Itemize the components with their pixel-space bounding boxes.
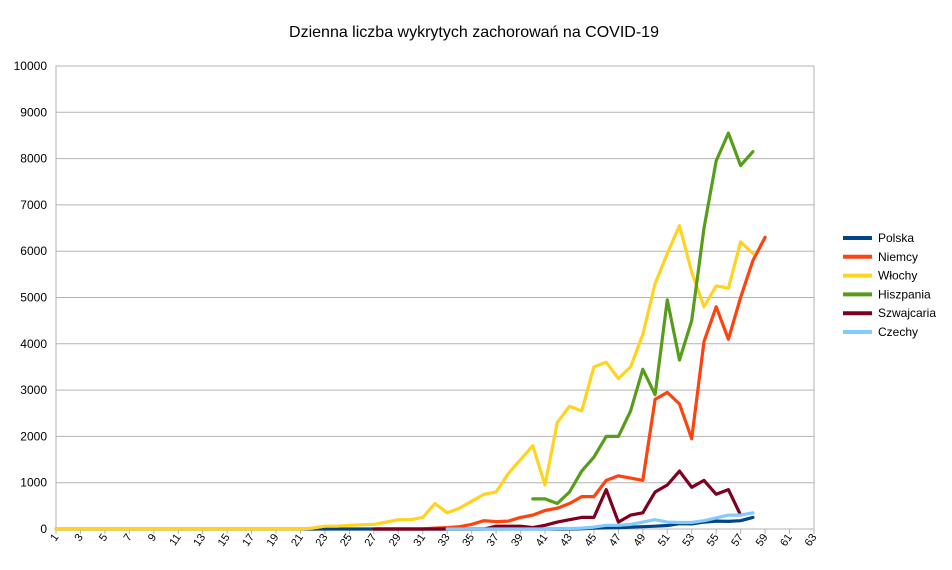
x-tick-label: 13 xyxy=(191,532,208,549)
y-tick-label: 9000 xyxy=(20,105,47,119)
x-tick-label: 19 xyxy=(265,532,282,549)
x-tick-label: 31 xyxy=(411,532,428,549)
legend-label: Szwajcaria xyxy=(878,306,936,320)
x-tick-label: 7 xyxy=(121,532,134,544)
y-tick-label: 6000 xyxy=(20,244,47,258)
legend: Polska Niemcy Włochy Hiszpania Szwajcaria Cze… xyxy=(843,231,936,339)
x-tick-label: 33 xyxy=(436,532,453,549)
x-tick-label: 23 xyxy=(314,532,331,549)
x-tick-label: 1 xyxy=(48,532,61,544)
x-tick-label: 61 xyxy=(778,532,795,549)
series-line-włochy xyxy=(54,224,755,531)
x-tick-label: 51 xyxy=(656,532,673,549)
legend-label: Niemcy xyxy=(878,250,918,264)
x-tick-label: 5 xyxy=(97,532,110,544)
x-tick-label: 63 xyxy=(803,532,820,549)
x-tick-label: 17 xyxy=(240,532,257,549)
x-tick-label: 57 xyxy=(729,532,746,549)
x-tick-label: 53 xyxy=(680,532,697,549)
x-axis: 1 3 5 7 9 11 13 15 17 19 21 23 25 27 29 31 33 35 37 39 41 43 4… xyxy=(48,529,819,549)
legend-label: Czechy xyxy=(878,325,918,339)
x-tick-label: 55 xyxy=(705,532,722,549)
y-tick-label: 4000 xyxy=(20,337,47,351)
chart-title: Dzienna liczba wykrytych zachorowań na C… xyxy=(289,24,659,41)
x-tick-label: 9 xyxy=(146,532,159,544)
x-tick-label: 25 xyxy=(338,532,355,549)
x-tick-label: 39 xyxy=(509,532,526,549)
y-axis: 0 1000 2000 3000 4000 5000 6000 7000 8000 9000 100… xyxy=(14,59,48,536)
x-tick-label: 59 xyxy=(754,532,771,549)
x-tick-label: 27 xyxy=(362,532,379,549)
x-tick-label: 11 xyxy=(167,532,183,548)
x-tick-label: 29 xyxy=(387,532,404,549)
x-tick-label: 47 xyxy=(607,532,624,549)
series-line-czechy xyxy=(445,511,755,531)
x-tick-label: 45 xyxy=(583,532,600,549)
x-tick-label: 3 xyxy=(73,532,86,544)
legend-label: Włochy xyxy=(878,269,917,283)
y-tick-label: 3000 xyxy=(20,383,47,397)
y-tick-label: 2000 xyxy=(20,429,47,443)
y-tick-label: 8000 xyxy=(20,152,47,166)
x-tick-label: 21 xyxy=(289,532,306,549)
y-tick-label: 7000 xyxy=(20,198,47,212)
x-tick-label: 35 xyxy=(460,532,477,549)
legend-label: Polska xyxy=(878,231,914,245)
y-tick-label: 10000 xyxy=(14,59,48,73)
y-tick-label: 0 xyxy=(40,522,47,536)
y-tick-label: 5000 xyxy=(20,291,47,305)
x-tick-label: 43 xyxy=(558,532,575,549)
legend-label: Hiszpania xyxy=(878,287,931,301)
x-tick-label: 49 xyxy=(631,532,648,549)
series-line-szwajcaria xyxy=(372,469,743,531)
y-tick-label: 1000 xyxy=(20,476,47,490)
series-lines xyxy=(54,131,767,531)
x-tick-label: 37 xyxy=(485,532,502,549)
x-tick-label: 41 xyxy=(534,532,551,549)
series-line-hiszpania xyxy=(531,131,755,506)
x-tick-label: 15 xyxy=(216,532,233,549)
